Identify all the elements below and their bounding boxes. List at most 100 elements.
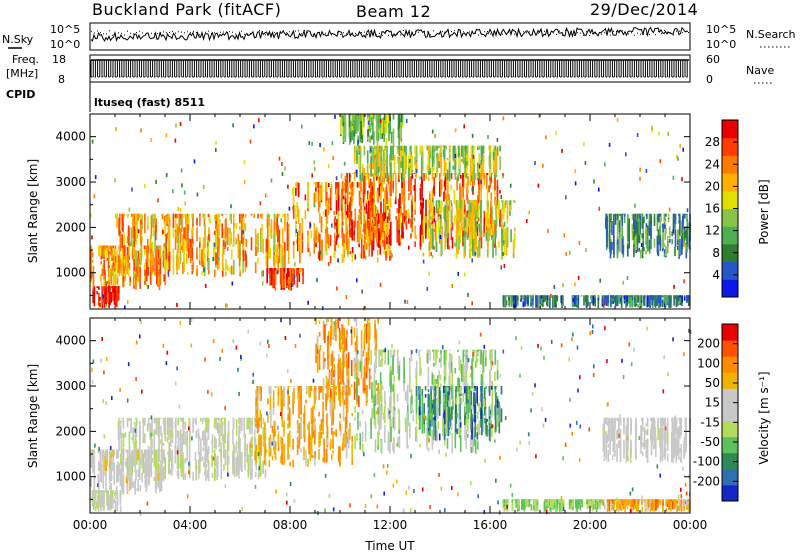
power-range-cell xyxy=(672,213,675,229)
power-scatter-cell xyxy=(454,128,457,133)
power-range-cell xyxy=(552,295,555,303)
power-range-cell xyxy=(496,188,499,206)
velocity-range-cell xyxy=(244,452,246,471)
power-range-cell xyxy=(191,213,193,219)
velocity-range-cell xyxy=(177,466,179,480)
power-range-cell xyxy=(639,295,641,306)
velocity-range-cell xyxy=(332,386,335,402)
power-range-cell xyxy=(123,273,126,277)
power-range-cell xyxy=(112,245,115,263)
velocity-range-cell xyxy=(262,466,264,470)
velocity-range-cell xyxy=(132,427,134,444)
power-range-cell xyxy=(420,158,423,177)
power-range-cell xyxy=(677,213,680,216)
power-range-cell xyxy=(456,219,458,236)
velocity-range-cell xyxy=(260,434,262,456)
power-range-cell xyxy=(373,173,375,175)
velocity-range-cell xyxy=(244,442,246,456)
power-range-cell xyxy=(590,295,593,300)
power-range-cell xyxy=(491,235,493,240)
power-range-cell xyxy=(481,145,483,163)
power-range-cell xyxy=(185,219,187,241)
power-range-cell xyxy=(274,270,277,286)
power-range-cell xyxy=(446,157,449,161)
power-range-cell xyxy=(135,264,137,281)
power-range-cell xyxy=(373,182,375,197)
power-range-cell xyxy=(414,178,416,199)
power-range-cell xyxy=(641,233,643,238)
power-range-cell xyxy=(410,186,413,190)
power-range-cell xyxy=(438,161,440,168)
power-range-cell xyxy=(634,222,637,234)
power-range-cell xyxy=(126,247,129,256)
power-scatter-cell xyxy=(681,177,683,182)
power-scatter-cell xyxy=(542,163,544,168)
velocity-range-cell xyxy=(207,424,210,438)
power-range-cell xyxy=(288,276,290,285)
power-range-cell xyxy=(235,223,238,230)
power-scatter-cell xyxy=(382,243,384,248)
power-range-cell xyxy=(376,220,379,227)
velocity-range-cell xyxy=(168,431,170,440)
power-range-cell xyxy=(409,167,412,174)
power-range-cell xyxy=(432,173,434,180)
power-range-cell xyxy=(216,220,218,230)
velocity-range-cell xyxy=(110,490,112,495)
power-range-cell xyxy=(491,215,494,219)
power-range-cell xyxy=(340,198,343,206)
power-range-cell xyxy=(154,269,156,276)
power-range-cell xyxy=(196,217,198,226)
power-range-cell xyxy=(105,289,107,305)
velocity-range-cell xyxy=(283,387,286,405)
velocity-range-cell xyxy=(309,438,311,459)
power-range-cell xyxy=(682,215,684,231)
power-range-cell xyxy=(475,200,478,210)
power-range-cell xyxy=(225,213,227,215)
power-range-cell xyxy=(202,213,205,218)
power-colorbar-tick-label: 12 xyxy=(705,224,720,238)
power-range-cell xyxy=(635,220,638,235)
velocity-range-cell xyxy=(322,401,324,423)
power-range-cell xyxy=(460,212,463,230)
power-range-cell xyxy=(443,165,446,174)
velocity-range-cell xyxy=(104,471,106,476)
velocity-range-cell xyxy=(105,449,107,461)
velocity-range-cell xyxy=(195,430,198,438)
power-range-cell xyxy=(368,220,370,237)
velocity-range-cell xyxy=(293,388,295,404)
power-range-cell xyxy=(361,163,364,168)
power-scatter-cell xyxy=(463,272,466,277)
power-range-cell xyxy=(458,156,460,170)
velocity-range-cell xyxy=(345,438,348,459)
power-range-cell xyxy=(402,156,404,173)
power-range-cell xyxy=(106,281,109,284)
freq-right-tick-top: 60 xyxy=(706,53,720,66)
power-range-cell xyxy=(435,200,438,207)
power-range-cell xyxy=(427,145,430,147)
power-range-cell xyxy=(383,122,386,132)
power-scatter-cell xyxy=(249,139,252,144)
power-range-cell xyxy=(388,123,390,142)
power-range-cell xyxy=(502,200,505,220)
velocity-range-cell xyxy=(128,417,131,421)
power-range-cell xyxy=(383,209,385,228)
power-range-cell xyxy=(485,232,488,241)
power-range-cell xyxy=(373,203,375,217)
power-colorbar-label: Power [dB] xyxy=(757,179,771,244)
power-range-cell xyxy=(364,235,366,249)
cpid-value: ltuseq (fast) 8511 xyxy=(94,96,205,109)
power-range-cell xyxy=(488,227,490,241)
power-range-cell xyxy=(433,166,435,171)
power-scatter-cell xyxy=(258,118,260,123)
power-scatter-cell xyxy=(184,201,186,206)
power-range-cell xyxy=(633,239,635,245)
velocity-range-cell xyxy=(223,464,225,471)
power-range-cell xyxy=(463,249,466,259)
power-range-cell xyxy=(377,223,379,232)
power-range-cell xyxy=(208,227,210,239)
power-range-cell xyxy=(549,295,551,298)
power-range-cell xyxy=(354,149,356,162)
velocity-range-cell xyxy=(218,426,220,437)
power-range-cell xyxy=(233,259,235,275)
velocity-range-cell xyxy=(330,397,332,418)
